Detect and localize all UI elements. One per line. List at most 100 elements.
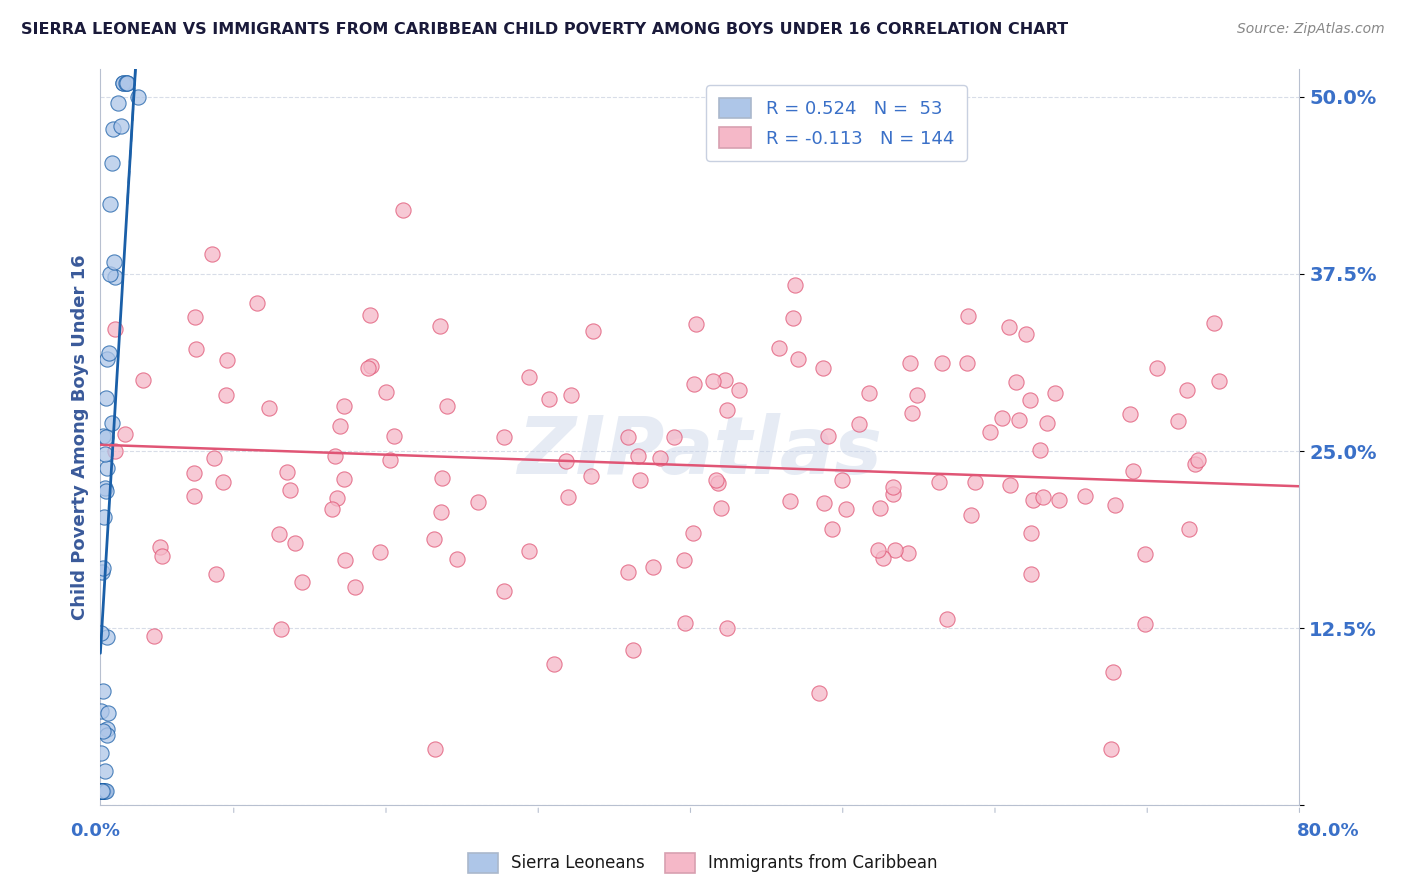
Point bbox=[276, 465, 298, 479]
Point bbox=[278, 483, 301, 497]
Point bbox=[90, 565, 112, 579]
Point bbox=[101, 416, 124, 430]
Point bbox=[104, 269, 127, 284]
Text: SIERRA LEONEAN VS IMMIGRANTS FROM CARIBBEAN CHILD POVERTY AMONG BOYS UNDER 16 CO: SIERRA LEONEAN VS IMMIGRANTS FROM CARIBB… bbox=[21, 22, 1069, 37]
Point bbox=[114, 76, 136, 90]
Point bbox=[682, 526, 704, 541]
Point bbox=[90, 784, 112, 798]
Point bbox=[429, 319, 451, 334]
Point bbox=[1099, 741, 1122, 756]
Point bbox=[858, 386, 880, 401]
Point bbox=[817, 429, 839, 443]
Point bbox=[1029, 443, 1052, 458]
Point bbox=[1146, 361, 1168, 376]
Point bbox=[467, 495, 489, 509]
Point bbox=[90, 784, 112, 798]
Point bbox=[96, 722, 118, 736]
Point bbox=[786, 351, 808, 366]
Point bbox=[869, 501, 891, 516]
Legend: R = 0.524   N =  53, R = -0.113   N = 144: R = 0.524 N = 53, R = -0.113 N = 144 bbox=[706, 85, 967, 161]
Y-axis label: Child Poverty Among Boys Under 16: Child Poverty Among Boys Under 16 bbox=[72, 254, 89, 620]
Point bbox=[1167, 414, 1189, 428]
Point bbox=[848, 417, 870, 432]
Point bbox=[94, 784, 117, 798]
Point bbox=[391, 203, 413, 218]
Point bbox=[1122, 464, 1144, 478]
Point bbox=[1175, 383, 1198, 397]
Point bbox=[107, 95, 129, 110]
Point bbox=[344, 580, 367, 594]
Point bbox=[991, 410, 1014, 425]
Point bbox=[901, 406, 924, 420]
Point bbox=[329, 419, 352, 434]
Point bbox=[90, 784, 112, 798]
Point bbox=[115, 76, 138, 90]
Point bbox=[104, 322, 127, 336]
Point bbox=[98, 197, 121, 211]
Point bbox=[905, 387, 928, 401]
Point bbox=[582, 324, 605, 338]
Point bbox=[1036, 416, 1059, 430]
Point bbox=[648, 450, 671, 465]
Point bbox=[423, 532, 446, 546]
Point bbox=[963, 475, 986, 489]
Point bbox=[96, 728, 118, 742]
Point bbox=[291, 575, 314, 590]
Point bbox=[100, 156, 122, 170]
Text: 80.0%: 80.0% bbox=[1298, 822, 1360, 840]
Point bbox=[998, 478, 1021, 492]
Point bbox=[728, 383, 751, 397]
Point bbox=[446, 552, 468, 566]
Point bbox=[884, 543, 907, 558]
Point bbox=[956, 310, 979, 324]
Point bbox=[267, 527, 290, 541]
Point bbox=[90, 746, 112, 760]
Point bbox=[90, 704, 112, 718]
Point bbox=[360, 359, 382, 374]
Point bbox=[882, 480, 904, 494]
Point bbox=[90, 784, 112, 798]
Point bbox=[783, 278, 806, 293]
Point bbox=[702, 375, 724, 389]
Point bbox=[359, 308, 381, 322]
Point bbox=[91, 561, 114, 575]
Point bbox=[333, 472, 356, 486]
Point bbox=[90, 784, 112, 798]
Point bbox=[1018, 392, 1040, 407]
Point bbox=[94, 430, 117, 444]
Point bbox=[820, 522, 842, 536]
Point bbox=[94, 447, 117, 461]
Point bbox=[94, 784, 117, 798]
Point bbox=[1104, 498, 1126, 512]
Point bbox=[114, 427, 136, 442]
Point bbox=[93, 509, 115, 524]
Point bbox=[579, 468, 602, 483]
Point bbox=[782, 310, 804, 325]
Point bbox=[866, 543, 889, 558]
Point bbox=[831, 473, 853, 487]
Point bbox=[716, 621, 738, 635]
Point bbox=[896, 545, 918, 559]
Point bbox=[1178, 523, 1201, 537]
Point bbox=[202, 451, 225, 466]
Point bbox=[517, 544, 540, 558]
Point bbox=[215, 388, 238, 402]
Point bbox=[127, 90, 149, 104]
Point bbox=[683, 376, 706, 391]
Point bbox=[1119, 408, 1142, 422]
Point bbox=[183, 489, 205, 503]
Point bbox=[557, 491, 579, 505]
Point bbox=[94, 391, 117, 405]
Point bbox=[807, 686, 830, 700]
Point bbox=[1184, 457, 1206, 471]
Point bbox=[704, 473, 727, 487]
Point bbox=[91, 684, 114, 698]
Point bbox=[1005, 375, 1028, 389]
Point bbox=[1032, 490, 1054, 504]
Point bbox=[1208, 375, 1230, 389]
Point bbox=[110, 120, 132, 134]
Point bbox=[1133, 547, 1156, 561]
Point bbox=[1043, 386, 1066, 401]
Point bbox=[90, 784, 112, 798]
Point bbox=[673, 553, 696, 567]
